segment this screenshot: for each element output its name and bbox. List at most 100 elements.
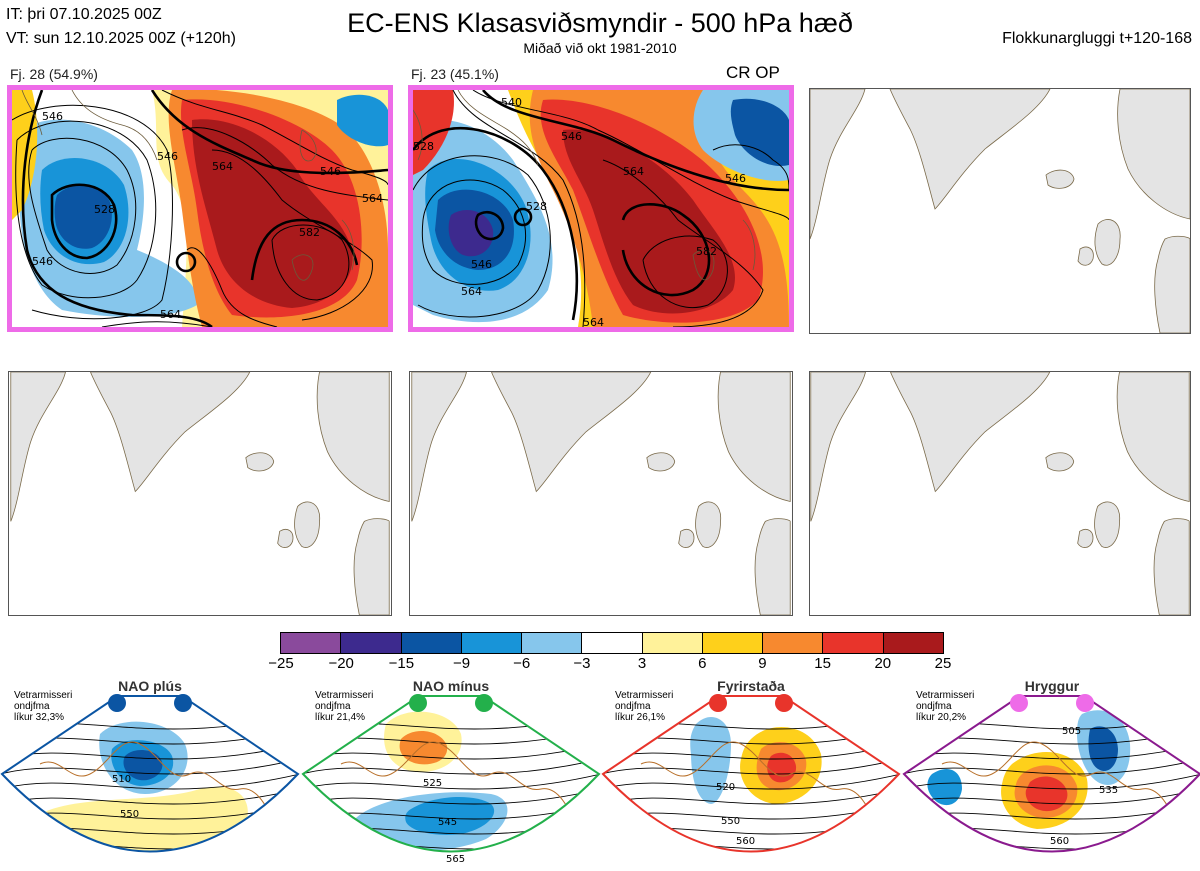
contour-label: 550: [120, 809, 139, 820]
height-contour: [2, 773, 298, 790]
contour-label: 528: [526, 200, 547, 213]
negative-anomaly-ne-core: [730, 98, 789, 166]
valid-time: VT: sun 12.10.2025 00Z (+120h): [6, 30, 236, 47]
regime-title: NAO mínus: [412, 678, 490, 694]
negative-anomaly-ne: [337, 94, 388, 147]
colorbar-swatch: [642, 633, 703, 653]
height-contour: [904, 758, 1200, 775]
colorbar-tick-label: −20: [328, 655, 354, 672]
regime-note-line: líkur 21,4%: [315, 712, 366, 723]
coastline-map: [810, 89, 1190, 333]
colorbar-tick-label: −3: [573, 655, 591, 672]
height-contour: [904, 773, 1200, 790]
anomaly-area: [1088, 726, 1118, 772]
cluster-5-map-empty: [409, 371, 793, 616]
contour-label: 546: [471, 258, 492, 271]
positive-anomaly-core: [563, 129, 735, 314]
colorbar-tick-label: −9: [452, 655, 471, 672]
bold-contours: [413, 90, 789, 321]
colorbar-swatch: [823, 633, 884, 653]
contour-label: 528: [94, 203, 115, 216]
regime-anomaly-field: [303, 711, 599, 851]
regime-probability-note: Vetrarmisseri ondjfma líkur 20,2%: [916, 690, 974, 723]
regime-note-line: ondjfma: [615, 701, 651, 712]
contour-label: 546: [157, 150, 178, 163]
contour-label: 505: [1062, 726, 1081, 737]
regime-note-line: ondjfma: [916, 701, 952, 712]
regime-frame: [902, 695, 1200, 853]
coastline: [340, 741, 572, 815]
contour-label: 520: [716, 782, 735, 793]
regime-map: 520 550 560: [601, 694, 901, 853]
regime-marker-dot: [775, 694, 793, 712]
colorbar-swatch: [341, 633, 402, 653]
cluster-2-map[interactable]: 540 528 546 564 546 528 546 564 582 564: [408, 85, 794, 332]
cluster-2-label: Fj. 23 (45.1%): [411, 66, 499, 82]
coastlines: [413, 90, 756, 281]
coastline: [39, 741, 271, 815]
regime-note-line: ondjfma: [315, 701, 351, 712]
regime-anomaly-field: [603, 713, 899, 850]
colorbar-tick-label: 25: [934, 655, 952, 672]
contour-label: 550: [721, 816, 740, 827]
negative-anomaly-core: [54, 185, 112, 249]
colorbar-swatch: [702, 633, 764, 653]
contour-label: 582: [299, 226, 320, 239]
cluster-6-map-empty: [809, 371, 1191, 616]
contour-label: 564: [212, 160, 233, 173]
height-contour: [904, 788, 1200, 805]
height-contour: [904, 728, 1200, 745]
page-subtitle: Miðað við okt 1981-2010: [523, 40, 677, 56]
colorbar-swatch: [281, 633, 342, 653]
coastline-map: [10, 372, 390, 615]
cluster-1-label: Fj. 28 (54.9%): [10, 66, 98, 82]
contour-label: 565: [446, 854, 465, 865]
contour-label: 525: [423, 778, 442, 789]
regime-note-line: líkur 32,3%: [14, 712, 65, 723]
contour-label: 564: [623, 165, 644, 178]
colorbar-tick-label: 9: [758, 655, 767, 672]
regime-title: Hryggur: [1024, 678, 1080, 694]
regime-marker-dot: [409, 694, 427, 712]
regime-anomaly-field: [2, 713, 298, 852]
colorbar-tick-label: 3: [637, 655, 647, 672]
contour-label: 560: [1050, 836, 1069, 847]
height-contour: [603, 788, 899, 805]
contour-label: 528: [413, 140, 434, 153]
contour-label: 582: [696, 245, 717, 258]
regime-probability-note: Vetrarmisseri ondjfma líkur 21,4%: [315, 690, 373, 723]
contour-label: 545: [438, 817, 457, 828]
colorbar-tick-label: 20: [874, 655, 892, 672]
contour-label: 546: [725, 172, 746, 185]
contour-label: 510: [112, 774, 131, 785]
height-contour: [303, 773, 599, 790]
colorbar-tick-label: −6: [513, 655, 531, 672]
contour-label: 546: [42, 110, 63, 123]
contour-label: 564: [160, 308, 181, 321]
colorbar-tick-label: 6: [698, 655, 707, 672]
regime-frame: [301, 695, 601, 853]
regime-title: Fyrirstaða: [717, 678, 785, 694]
regime-map: 525 545 565: [301, 694, 601, 865]
bold-contours: [21, 90, 388, 327]
colorbar-swatch: [582, 633, 643, 653]
colorbar-swatch: [883, 633, 943, 653]
coastline-map: [810, 372, 1190, 615]
cluster-1-map[interactable]: 546 528 546 546 564 546 564 582 564: [7, 85, 393, 332]
regime-probability-note: Vetrarmisseri ondjfma líkur 26,1%: [615, 690, 673, 723]
contour-label: 560: [736, 836, 755, 847]
regime-frame: [601, 695, 901, 853]
height-contour: [2, 758, 298, 775]
height-contour: [603, 773, 899, 790]
coastline: [941, 741, 1173, 815]
regime-marker-dot: [108, 694, 126, 712]
anomaly-area: [405, 797, 495, 835]
cluster-2-tag: CR OP: [726, 63, 780, 82]
height-contours: [12, 90, 388, 327]
height-contour: [303, 758, 599, 775]
height-contour: [904, 713, 1200, 730]
regime-marker-dot: [709, 694, 727, 712]
height-contour: [603, 713, 899, 730]
contour-label: 564: [362, 192, 383, 205]
regime-marker-dot: [174, 694, 192, 712]
